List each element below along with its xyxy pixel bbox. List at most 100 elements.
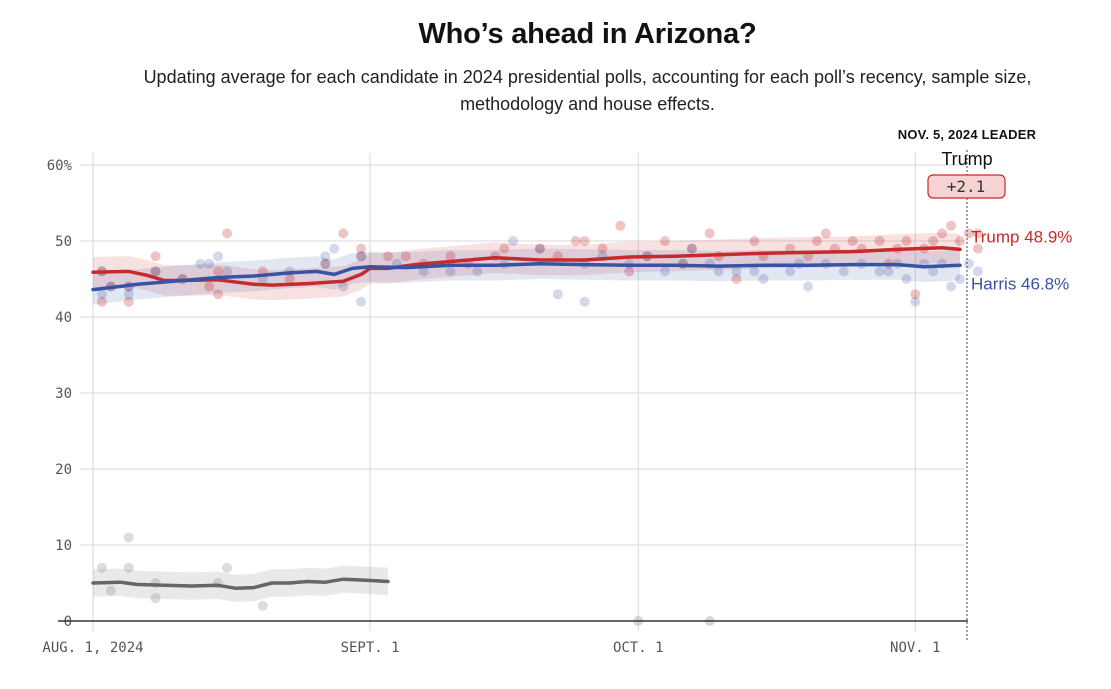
poll-dot-trump: [901, 236, 912, 246]
chart-grid: [80, 153, 964, 631]
poll-dot-harris: [356, 296, 367, 307]
leader-name: Trump: [941, 149, 992, 169]
poll-dot-harris: [150, 266, 161, 277]
line-harris: [91, 262, 962, 292]
poll-dot-trump: [534, 243, 545, 254]
poll-dot-harris: [418, 266, 429, 277]
poll-dot-trump: [96, 296, 107, 307]
poll-dot-trump: [704, 228, 715, 239]
x-tick-label: SEPT. 1: [341, 640, 400, 656]
poll-dot-harris: [552, 289, 563, 300]
poll-dot-harris: [534, 243, 545, 254]
poll-dot-harris: [660, 266, 670, 277]
end-label-trump: Trump 48.9%: [971, 227, 1072, 246]
poll-dot-trump: [812, 236, 822, 246]
poll-dot-harris: [222, 266, 233, 277]
series-end-labels: Trump 48.9% Harris 46.8%: [971, 227, 1072, 293]
poll-dot-trump: [400, 251, 411, 262]
poll-dots: [96, 220, 983, 626]
poll-dot-trump: [624, 266, 635, 277]
poll-dot-trump: [597, 243, 608, 254]
poll-dot-trump: [874, 236, 885, 246]
poll-dot-trump: [338, 228, 349, 239]
poll-dot-trump: [972, 228, 983, 239]
x-tick-label: NOV. 1: [890, 640, 941, 656]
poll-dot-trump: [910, 289, 921, 300]
poll-dot-trump: [946, 220, 957, 231]
leader-date-label: NOV. 5, 2024 LEADER: [897, 127, 1037, 142]
chart-title: Who’s ahead in Arizona?: [418, 18, 757, 50]
poll-dot-other: [123, 562, 134, 573]
poll-dot-harris: [195, 258, 206, 269]
poll-dot-harris: [329, 243, 340, 254]
end-label-harris: Harris 46.8%: [971, 274, 1069, 293]
poll-dot-other: [96, 562, 107, 573]
leader-margin-value: +2.1: [947, 177, 986, 196]
poll-dot-trump: [445, 251, 456, 262]
poll-dot-trump: [847, 236, 858, 246]
band-harris: [93, 248, 960, 305]
poll-dot-harris: [472, 266, 483, 277]
poll-dot-harris: [338, 281, 349, 292]
x-tick-label: AUG. 1, 2024: [42, 640, 143, 656]
poll-dot-trump: [150, 251, 161, 262]
poll-dot-harris: [508, 236, 519, 246]
poll-dot-trump: [731, 274, 742, 284]
poll-dot-other: [123, 532, 134, 543]
poll-dot-other: [222, 562, 233, 573]
poll-dot-trump: [213, 289, 224, 300]
poll-dot-harris: [96, 289, 107, 300]
poll-dot-harris: [731, 266, 742, 277]
poll-dot-harris: [910, 296, 921, 307]
poll-dot-trump: [499, 243, 510, 254]
y-tick-label: 30: [55, 386, 72, 402]
poll-dot-other: [105, 585, 116, 596]
poll-dot-trump: [749, 236, 760, 246]
poll-dot-harris: [803, 281, 814, 292]
poll-dot-harris: [123, 289, 134, 300]
axes: 0 10 20 30 40 50 60% AUG. 1, 2024 SEPT. 1 OCT. 1 N…: [42, 158, 968, 656]
poll-dot-trump: [222, 228, 233, 239]
poll-dot-other: [150, 593, 161, 604]
poll-dot-harris: [785, 266, 796, 277]
y-tick-label: 10: [55, 538, 72, 554]
poll-dot-harris: [946, 281, 957, 292]
chart-subtitle: Updating average for each candidate in 2…: [143, 67, 1032, 114]
poll-dot-trump: [570, 236, 581, 246]
poll-dot-trump: [579, 236, 590, 246]
poll-dot-harris: [320, 251, 331, 262]
poll-dot-trump: [820, 228, 831, 239]
poll-dot-harris: [901, 274, 912, 284]
x-tick-label: OCT. 1: [613, 640, 664, 656]
poll-dot-trump: [150, 266, 161, 277]
poll-dot-trump: [615, 220, 626, 231]
y-tick-label: 40: [55, 310, 72, 326]
poll-dot-trump: [963, 228, 974, 239]
y-tick-label: 50: [55, 234, 72, 250]
poll-dot-trump: [320, 258, 331, 269]
poll-dot-trump: [204, 281, 215, 292]
poll-dot-trump: [356, 243, 367, 254]
poll-dot-harris: [356, 251, 367, 262]
poll-dot-trump: [356, 251, 367, 262]
line-other: [91, 577, 390, 591]
poll-dot-trump: [937, 228, 948, 239]
y-tick-label: 0: [64, 614, 72, 630]
y-tick-label: 20: [55, 462, 72, 478]
average-lines: [91, 246, 962, 591]
confidence-bands: [93, 232, 960, 602]
poll-dot-other: [257, 600, 268, 611]
poll-dot-harris: [928, 266, 939, 277]
poll-dot-trump: [213, 266, 224, 277]
leader-margin-badge: [927, 174, 1006, 199]
poll-dot-trump: [686, 243, 697, 254]
poll-dot-harris: [749, 266, 760, 277]
band-other: [93, 565, 388, 602]
poll-dot-trump: [284, 274, 295, 284]
poll-dot-harris: [838, 266, 849, 277]
y-tick-label: 60%: [47, 158, 73, 174]
poll-dot-trump: [660, 236, 670, 246]
poll-dot-trump: [955, 236, 965, 246]
poll-dot-harris: [213, 251, 224, 262]
